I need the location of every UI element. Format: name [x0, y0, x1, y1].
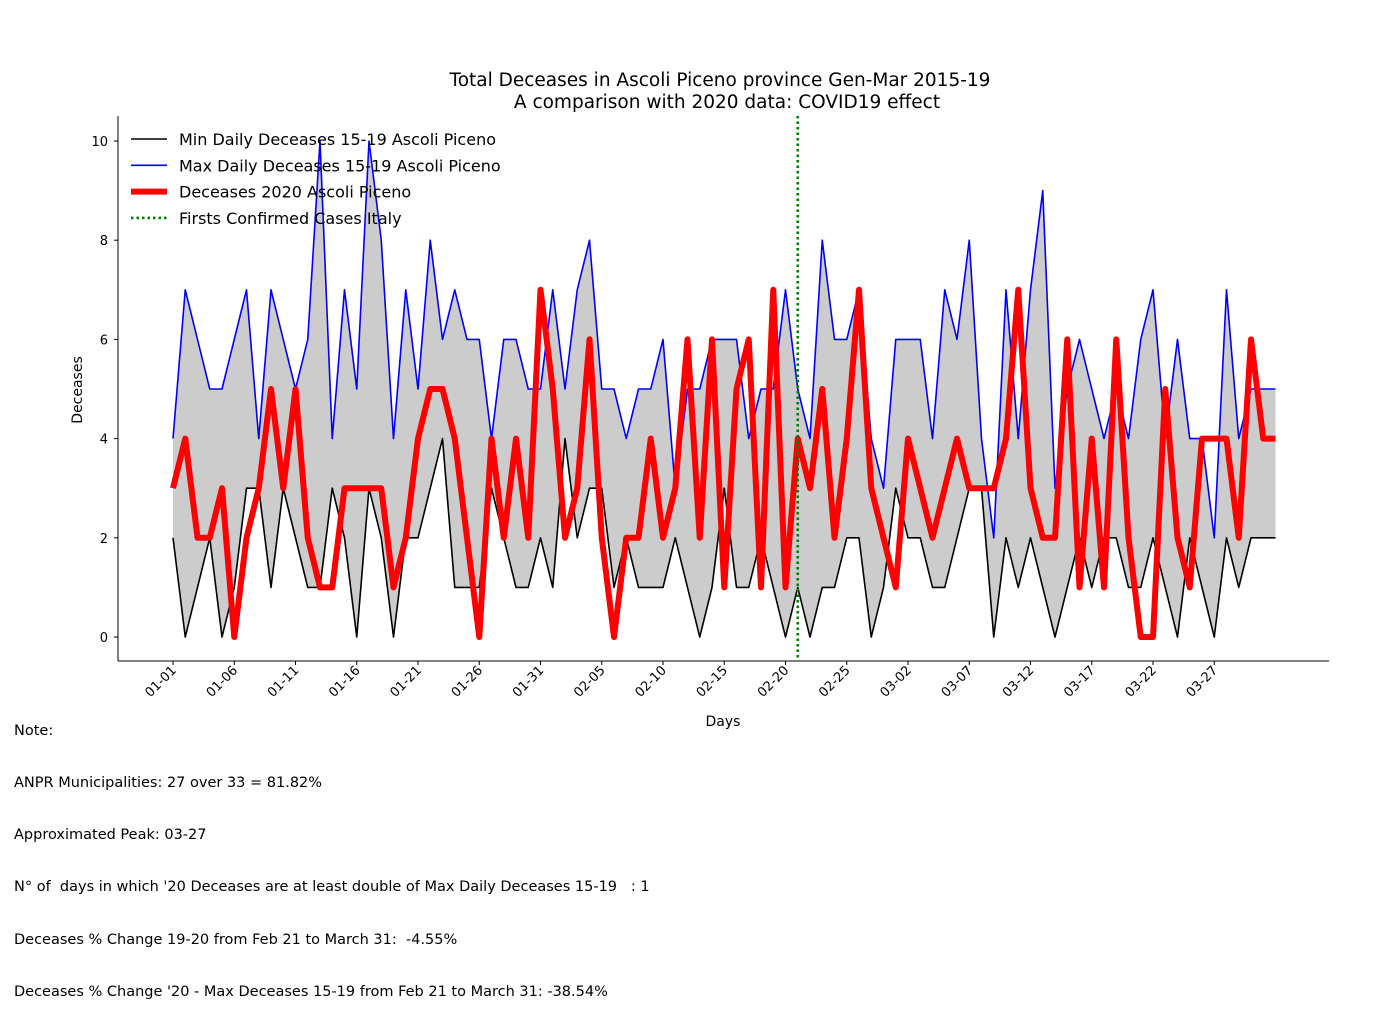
y-tick-label: 4 [100, 433, 108, 448]
chart: Total Deceases in Ascoli Piceno province… [70, 70, 1329, 730]
x-tick-label: 03-17 [1061, 663, 1098, 700]
axes [117, 116, 1329, 662]
series-line-min [172, 437, 1276, 638]
x-tick-label: 02-25 [816, 663, 853, 700]
y-tick-label: 0 [100, 631, 108, 646]
x-tick-label: 03-22 [1123, 663, 1160, 700]
x-tick-label: 03-27 [1184, 663, 1221, 700]
y-tick-label: 10 [91, 135, 108, 150]
x-tick-label: 03-07 [939, 663, 976, 700]
x-axis-label: Days [706, 714, 741, 730]
notes-block: Note: ANPR Municipalities: 27 over 33 = … [14, 688, 650, 1019]
y-tick-label: 6 [100, 333, 108, 348]
x-tick-label: 03-12 [1000, 663, 1037, 700]
note-line: Approximated Peak: 03-27 [14, 827, 207, 844]
y-tick-label: 2 [100, 532, 108, 547]
series-line-max [172, 140, 1276, 539]
legend-item-first-cases-label: Firsts Confirmed Cases Italy [179, 209, 402, 228]
legend: Min Daily Deceases 15-19 Ascoli Piceno Ma… [131, 130, 501, 228]
y-tick-label: 8 [100, 234, 108, 249]
legend-item-min-label: Min Daily Deceases 15-19 Ascoli Piceno [179, 130, 496, 149]
x-tick-label: 03-02 [878, 663, 915, 700]
y-axis-label: Deceases [70, 356, 86, 423]
note-line: ANPR Municipalities: 27 over 33 = 81.82% [14, 775, 323, 792]
chart-title: Total Deceases in Ascoli Piceno province… [449, 70, 991, 91]
plot-area [170, 116, 1276, 661]
chart-subtitle: A comparison with 2020 data: COVID19 eff… [514, 92, 940, 113]
note-line: Deceases % Change 19-20 from Feb 21 to M… [14, 931, 458, 948]
x-tick-label: 02-15 [694, 663, 731, 700]
x-tick-label: 02-20 [755, 663, 792, 700]
legend-item-2020-label: Deceases 2020 Ascoli Piceno [179, 183, 411, 202]
note-line: Note: [14, 722, 54, 739]
note-line: Deceases % Change '20 - Max Deceases 15-… [14, 983, 608, 1000]
legend-item-max-label: Max Daily Deceases 15-19 Ascoli Piceno [179, 156, 501, 175]
series-line-2020 [170, 286, 1276, 640]
note-line: N° of days in which '20 Deceases are at … [14, 879, 650, 896]
